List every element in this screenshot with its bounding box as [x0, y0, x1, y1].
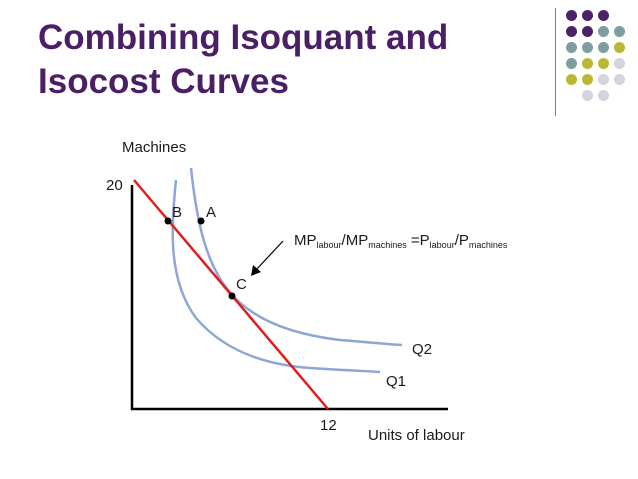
point-a-label: A — [206, 204, 217, 221]
deco-dot — [582, 74, 593, 85]
y-axis-label: Machines — [122, 139, 187, 156]
tangency-arrow-head — [251, 265, 261, 276]
deco-dot — [598, 58, 609, 69]
point-b-marker — [164, 217, 172, 225]
x-axis-label: Units of labour — [368, 427, 465, 444]
deco-dot — [566, 74, 577, 85]
point-b-label: B — [172, 204, 183, 221]
point-c-marker — [228, 292, 236, 300]
formula-slash: / — [341, 232, 346, 249]
slide-title: Combining Isoquant and Isocost Curves — [38, 16, 508, 104]
curve-label-q2: Q2 — [412, 341, 433, 358]
deco-dot — [598, 10, 609, 21]
deco-dot — [582, 26, 593, 37]
deco-dot — [582, 58, 593, 69]
deco-dot — [598, 42, 609, 53]
deco-dot — [598, 90, 609, 101]
deco-dot — [582, 10, 593, 21]
formula-machines-subscript: machines — [368, 240, 407, 250]
formula-machines-subscript-2: machines — [468, 240, 508, 250]
point-a-marker — [197, 217, 205, 225]
slide-title-line-1: Combining Isoquant and — [38, 18, 449, 57]
deco-dot — [614, 26, 625, 37]
deco-dot — [566, 42, 577, 53]
decorative-dot-grid — [566, 10, 634, 101]
deco-dot — [614, 58, 625, 69]
point-c-label: C — [236, 276, 247, 293]
formula-labour-subscript: labour — [316, 240, 342, 250]
deco-dot — [582, 42, 593, 53]
deco-dot — [566, 58, 577, 69]
deco-dot — [614, 42, 625, 53]
deco-dot — [582, 90, 593, 101]
slide-title-line-2: Isocost Curves — [38, 62, 289, 101]
deco-dot — [566, 26, 577, 37]
deco-dot — [598, 26, 609, 37]
decorative-divider — [555, 8, 556, 116]
deco-dot — [614, 74, 625, 85]
curve-label-q1: Q1 — [386, 373, 407, 390]
x-intercept-label: 12 — [320, 417, 337, 434]
isoquant-curve-q1 — [171, 179, 381, 374]
formula-mp: MP — [294, 232, 317, 249]
deco-dot — [598, 74, 609, 85]
tangency-condition-formula: MPlabour/MPmachines =Plabour/Pmachines — [294, 232, 507, 250]
y-intercept-label: 20 — [106, 177, 123, 194]
formula-mp-2: MP — [345, 232, 369, 249]
deco-dot — [566, 10, 577, 21]
formula-equals-p: =P — [406, 232, 430, 249]
isoquant-curve-q2 — [189, 167, 403, 347]
formula-slash-p: /P — [454, 232, 469, 249]
formula-labour-subscript-2: labour — [429, 240, 455, 250]
tangency-arrow — [255, 240, 284, 271]
